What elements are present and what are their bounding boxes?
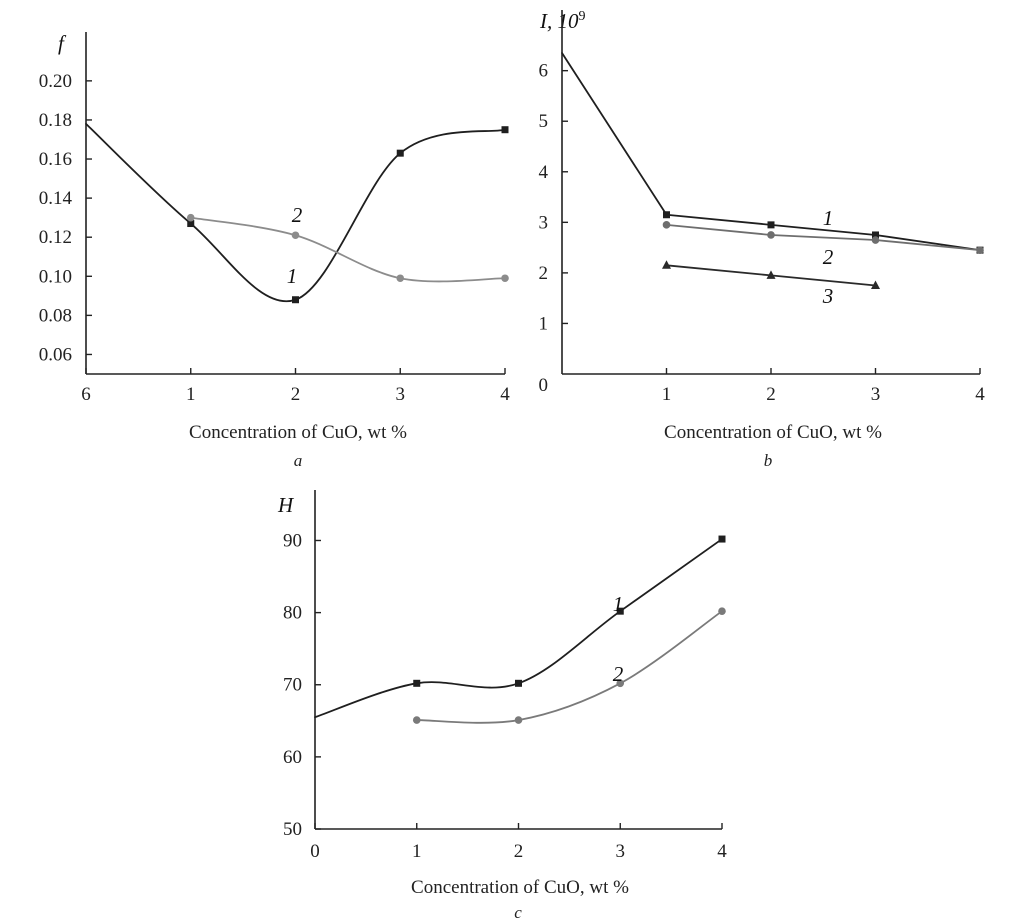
series-1-label: 1 [287,264,298,288]
series-2-point [501,274,509,283]
x-tick-label: 1 [186,384,196,405]
y-tick-label: 0.20 [39,71,72,92]
y-tick-label: 4 [539,162,549,183]
x-tick-label: 4 [500,384,510,405]
series-1-label: 1 [823,206,834,230]
series-2-label: 2 [292,203,303,227]
panel-a-chart: f Concentration of CuO, wt % a 0.06 0.08 0… [39,31,511,470]
panel-c-letter: c [514,903,522,921]
series-2-point [186,213,195,222]
y-tick-label: 1 [539,313,549,334]
series-2-point [291,231,300,240]
origin-label: 0 [539,375,549,396]
panel-c-xlabel: Concentration of CuO, wt % [411,877,629,898]
series-1-label: 1 [613,592,624,616]
series-2-point [514,716,523,724]
x-tick-label: 3 [616,841,626,862]
series-3-point [766,270,776,279]
panel-b-xlabel: Concentration of CuO, wt % [664,422,882,443]
series-2-line [415,610,723,724]
x-tick-label: 2 [291,384,301,405]
series-1-point [501,126,509,134]
x-tick-label: 4 [717,841,727,862]
series-1-point [396,149,404,157]
series-1-point [413,679,421,687]
series-3-label: 3 [822,284,834,308]
y-tick-label: 0.14 [39,188,73,209]
panel-a-xlabel: Concentration of CuO, wt % [189,422,407,443]
series-1-point [187,220,195,228]
series-2-line [189,216,506,283]
x-tick-label: 4 [975,384,985,405]
panel-b-chart: I, 109 Concentration of CuO, wt % b 1 2 3 4… [539,9,986,470]
y-tick-label: 60 [283,747,302,768]
series-3-point [662,260,671,269]
x-tick-label: 3 [871,384,881,405]
x-tick-label: 0 [310,841,320,862]
series-1-line [561,52,981,252]
y-tick-label: 5 [539,111,549,132]
y-tick-label: 2 [539,263,549,284]
series-2-point [412,716,421,724]
panel-a-letter: a [294,451,303,470]
y-tick-label: 0.10 [39,266,72,287]
series-1-line [314,538,723,719]
y-tick-label: 0.16 [39,149,72,170]
y-tick-label: 6 [539,61,549,82]
series-1-point [292,296,299,304]
series-2-point [767,231,775,239]
series-2-point [662,221,671,229]
panel-c-chart: H Concentration of CuO, wt % c 50 60 70 80 9… [277,490,727,921]
panel-b-letter: b [764,451,773,470]
series-2-point [718,607,726,615]
series-2-line [665,223,981,252]
x-tick-label: 3 [396,384,406,405]
series-1-point [767,221,775,229]
y-tick-label: 70 [283,675,302,696]
series-2-point [976,246,984,254]
y-tick-label: 0.06 [39,344,72,365]
series-2-point [616,679,625,688]
panel-c-ylabel: H [277,493,295,517]
series-1-point [616,607,624,615]
y-tick-label: 0.18 [39,110,72,131]
x-tick-label: 1 [662,384,672,405]
series-1-point [872,231,879,239]
y-tick-label: 50 [283,819,302,840]
series-1-point [663,211,670,219]
y-tick-label: 3 [539,212,549,233]
x-tick-label: 6 [81,384,91,405]
y-tick-label: 0.12 [39,227,72,248]
x-tick-label: 2 [514,841,524,862]
series-2-label: 2 [823,245,834,269]
x-tick-label: 1 [412,841,422,862]
series-2-label: 2 [613,662,624,686]
series-2-point [871,236,880,244]
y-tick-label: 90 [283,530,302,551]
panel-b-ylabel: I, 109 [539,9,586,33]
x-tick-label: 2 [766,384,776,405]
series-2-point [396,274,405,283]
y-tick-label: 0.08 [39,305,72,326]
series-3-point [871,280,880,290]
series-1-point [718,535,726,543]
series-1-point [515,679,522,687]
panel-a-ylabel: f [58,31,67,55]
y-tick-label: 80 [283,603,302,624]
